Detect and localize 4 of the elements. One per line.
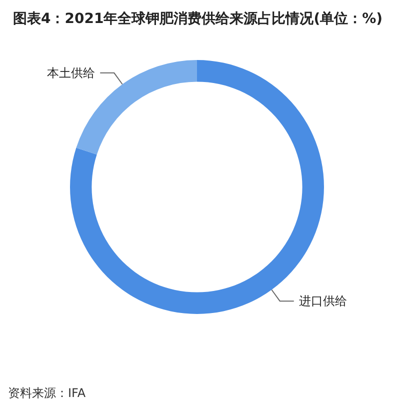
text: 资料来源：IFA <box>8 386 86 400</box>
slice-label: 进口供给 <box>298 294 347 308</box>
slice-label: 本土供给 <box>47 66 96 80</box>
chart-title: 图表4：2021年全球钾肥消费供给来源占比情况(单位：%) <box>13 11 383 27</box>
